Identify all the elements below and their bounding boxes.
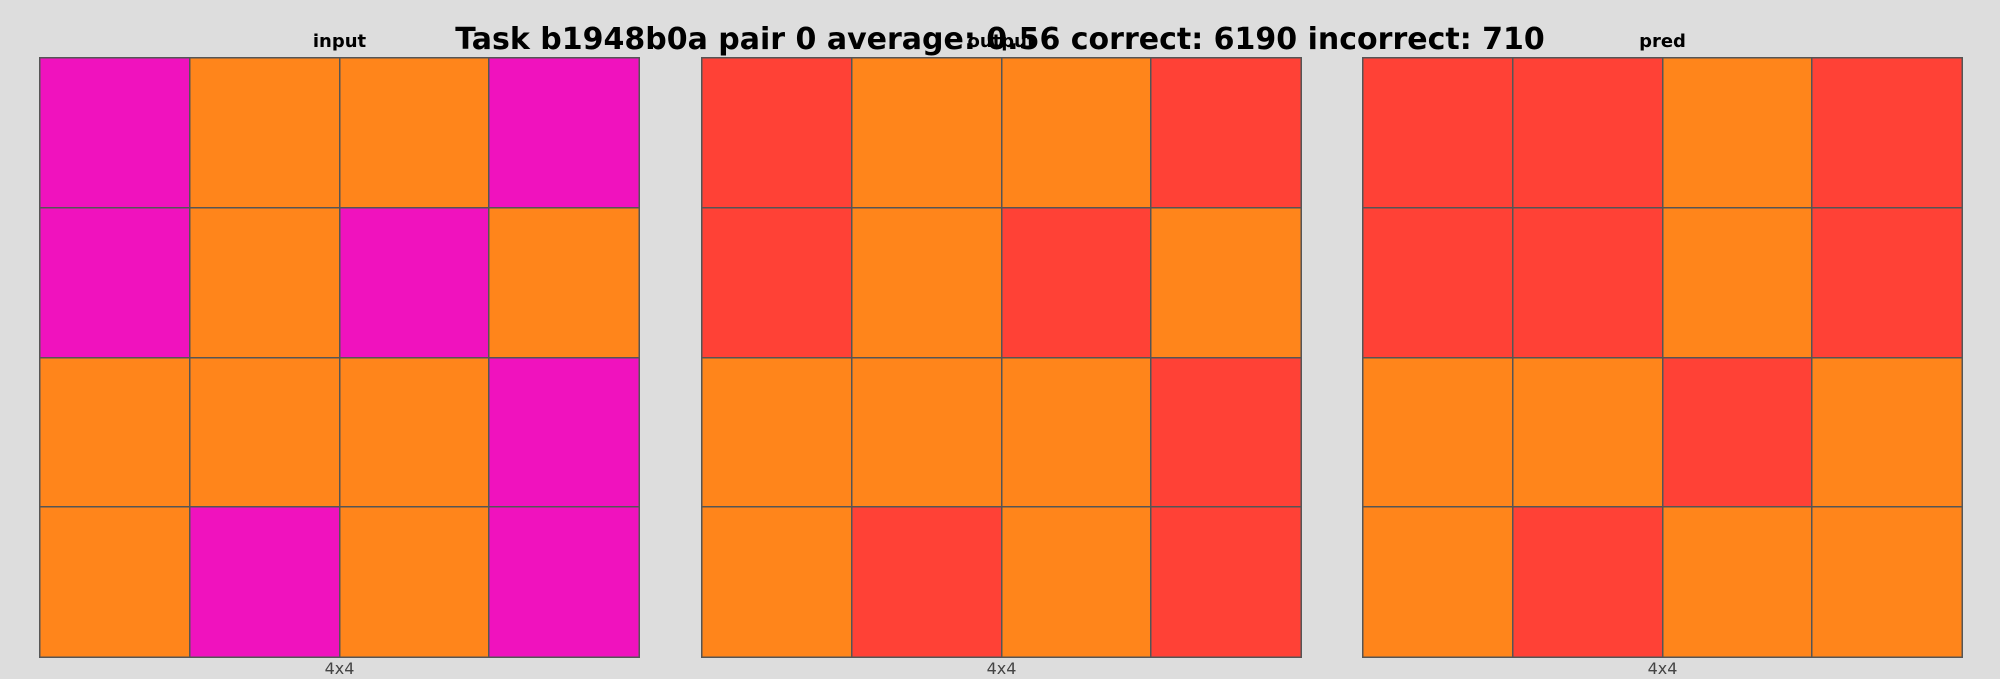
grid-cell bbox=[488, 356, 640, 509]
grid-cell bbox=[338, 506, 491, 658]
grid-cell bbox=[188, 206, 341, 359]
panel-label: input bbox=[312, 31, 367, 52]
grid-cell bbox=[701, 506, 853, 658]
grid-cell bbox=[1661, 206, 1814, 359]
grid-cell bbox=[1000, 506, 1153, 658]
panel-label: output bbox=[967, 31, 1036, 52]
grid-cell bbox=[1811, 57, 1963, 209]
grid-cell bbox=[1150, 206, 1302, 359]
grid-cell bbox=[488, 206, 640, 359]
grid-cell bbox=[39, 57, 191, 209]
grid-cell bbox=[1511, 57, 1664, 209]
grid-dimensions: 4x4 bbox=[986, 659, 1017, 678]
grid-cell bbox=[39, 356, 191, 509]
grid-cell bbox=[1150, 506, 1302, 658]
grid-cell bbox=[1511, 206, 1664, 359]
grid-cell bbox=[188, 57, 341, 209]
grid-cell bbox=[701, 356, 853, 509]
grid-dimensions: 4x4 bbox=[1647, 659, 1678, 678]
grid-cell bbox=[1511, 506, 1664, 658]
grid-cell bbox=[488, 506, 640, 658]
panel-label: pred bbox=[1639, 31, 1686, 52]
grid-cell bbox=[488, 57, 640, 209]
grid-dimensions: 4x4 bbox=[324, 659, 355, 678]
grid-cell bbox=[338, 356, 491, 509]
grid-cell bbox=[1000, 206, 1153, 359]
grid-cell bbox=[188, 506, 341, 658]
grid-cell bbox=[850, 57, 1003, 209]
grid-cell bbox=[850, 356, 1003, 509]
grid-cell bbox=[188, 356, 341, 509]
grid-cell bbox=[1661, 506, 1814, 658]
grid-cell bbox=[701, 206, 853, 359]
grid-cell bbox=[1362, 206, 1514, 359]
grid-cell bbox=[1811, 506, 1963, 658]
grid-cell bbox=[1000, 356, 1153, 509]
grid-cell bbox=[1000, 57, 1153, 209]
grid-cell bbox=[1661, 57, 1814, 209]
grid-cell bbox=[1362, 356, 1514, 509]
grid-cell bbox=[39, 506, 191, 658]
output-grid bbox=[701, 57, 1302, 658]
grid-cell bbox=[338, 206, 491, 359]
grid-cell bbox=[1811, 206, 1963, 359]
grid-cell bbox=[39, 206, 191, 359]
input-grid bbox=[39, 57, 640, 658]
grid-cell bbox=[1811, 356, 1963, 509]
grid-cell bbox=[850, 506, 1003, 658]
grid-cell bbox=[1150, 356, 1302, 509]
pred-grid bbox=[1362, 57, 1963, 658]
figure-title: Task b1948b0a pair 0 average: 0.56 corre… bbox=[455, 22, 1545, 57]
grid-cell bbox=[1362, 506, 1514, 658]
grid-cell bbox=[850, 206, 1003, 359]
grid-cell bbox=[1150, 57, 1302, 209]
grid-cell bbox=[1362, 57, 1514, 209]
grid-cell bbox=[701, 57, 853, 209]
grid-cell bbox=[338, 57, 491, 209]
grid-cell bbox=[1661, 356, 1814, 509]
grid-cell bbox=[1511, 356, 1664, 509]
